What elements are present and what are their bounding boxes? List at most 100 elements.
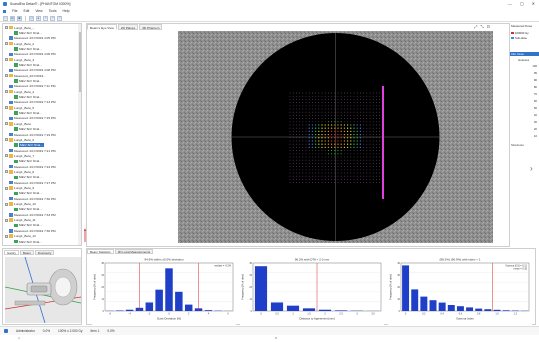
menu-view[interactable]: View: [35, 9, 43, 13]
menu-edit[interactable]: Edit: [23, 9, 30, 13]
tree-item-measurement[interactable]: Measured: 2/17/2019 7:24 PM: [5, 164, 56, 169]
measurement-tree[interactable]: − Lung1_Beta_... MEV 6kV 3Cal... Measured: …: [2, 23, 82, 246]
tree-item-folder[interactable]: − Lung1_Beta: [5, 121, 31, 126]
tab-3d-phantom[interactable]: 3D Phantom: [139, 24, 163, 30]
tree-item-folder[interactable]: − Lung1_Beta_11: [5, 218, 36, 223]
tab-3d-local-measurements[interactable]: 3D Local Measurements: [114, 249, 154, 254]
tab-gantry[interactable]: Gantry: [4, 250, 20, 255]
tree-item-folder[interactable]: − Lung1_Beta_5: [5, 105, 34, 110]
tree-item-measurement[interactable]: Measured: 2/17/2019 4:06 PM: [5, 52, 56, 57]
tree-item-folder[interactable]: − Lung1_Beta_...: [5, 25, 35, 30]
tree-item-result[interactable]: MEV 6kV 3Cal...: [10, 175, 42, 180]
tab-beam-statistics[interactable]: Beam Statistics: [87, 249, 114, 254]
tree-item-result[interactable]: MEV 6kV 3Cal...: [10, 239, 42, 244]
tree-item-result[interactable]: MEV 6kV 3Cal...: [10, 223, 42, 228]
expand-toggle-icon[interactable]: −: [5, 42, 8, 46]
tab-2d-planes[interactable]: 2D Planes: [117, 24, 139, 30]
tree-item-measurement[interactable]: Measured: 2/17/2019 7:36 PM: [5, 228, 56, 233]
tree-item-folder[interactable]: − Lung1_Beta_4: [5, 89, 34, 94]
expand-toggle-icon[interactable]: −: [5, 106, 8, 110]
expand-toggle-icon[interactable]: −: [5, 154, 8, 158]
tree-item-measurement[interactable]: Measured: 2/17/2019 7:15 PM: [5, 116, 56, 121]
link-icon[interactable]: ↗: [50, 15, 55, 21]
tree-scrollbar-thumb[interactable]: [78, 32, 81, 92]
expand-toggle-icon[interactable]: −: [5, 26, 8, 29]
tab-beam[interactable]: Beam: [20, 250, 34, 255]
tree-item-result[interactable]: MEV 6kV 3Cal...: [10, 143, 44, 148]
export-icon[interactable]: ↗: [43, 15, 48, 21]
maximize-button[interactable]: ▢: [519, 1, 524, 6]
tab-dosimetry[interactable]: Dosimetry: [34, 250, 55, 255]
tree-item-result[interactable]: MEV 6kV 3Cal...: [10, 95, 42, 100]
menu-file[interactable]: File: [12, 9, 18, 13]
tree-item-folder[interactable]: − Lung1_Beta_8: [5, 169, 34, 174]
expand-toggle-icon[interactable]: −: [5, 138, 8, 142]
tree-item-label: MEV 6kV 3Cal...: [19, 143, 44, 148]
expand-toggle-icon[interactable]: −: [5, 202, 8, 206]
legend-item[interactable]: Sub-dose: [511, 36, 527, 40]
tree-scrollbar[interactable]: [78, 24, 81, 245]
expand-toggle-icon[interactable]: −: [5, 218, 8, 222]
menu-help[interactable]: Help: [62, 9, 70, 13]
tree-item-measurement[interactable]: Measured: 2/17/2019 7:13 PM: [5, 100, 56, 105]
close-button[interactable]: ✕: [531, 1, 535, 6]
tree-item-measurement[interactable]: Measured: 2/17/2019 7:30 PM: [5, 196, 56, 201]
tree-item-result[interactable]: MEV 6kV 3Cal...: [10, 127, 42, 132]
tree-item-folder[interactable]: − Lung1_Beta_7: [5, 153, 34, 158]
expand-toggle-icon[interactable]: −: [5, 234, 8, 238]
tree-item-measurement[interactable]: Measured: 2/17/2019 4:05 PM: [5, 36, 56, 41]
minimize-button[interactable]: —: [507, 1, 512, 6]
tree-item-folder[interactable]: − Lung1_Beta_9: [5, 186, 34, 191]
expand-icon[interactable]: ⤢: [474, 24, 478, 29]
histogram-dta: 96.2% with DTA < 2.0 mm 0 0.5 1 1.5 2 2.5 3 3.5 0…: [240, 257, 384, 325]
chevron-right-icon[interactable]: ›: [530, 164, 533, 173]
tree-item-result[interactable]: MEV 6kV 3Cal...: [10, 159, 42, 164]
tree-item-measurement[interactable]: Measured: 2/17/2019 4:08 PM: [5, 68, 56, 73]
tree-item-folder[interactable]: − Lung1_Beta_3: [5, 57, 34, 62]
detector-point: [356, 124, 358, 126]
tree-item-result[interactable]: MEV 6kV 3Cal...: [10, 111, 42, 116]
tree-item-result[interactable]: MEV 6kV 3Cal...: [10, 191, 42, 196]
expand-toggle-icon[interactable]: −: [5, 122, 8, 126]
tree-item-measurement[interactable]: Measured: 2/17/2019 7:11 PM: [5, 84, 55, 89]
tree-item-result[interactable]: MEV 6kV 3Cal...: [10, 46, 42, 51]
open-icon[interactable]: ▤: [10, 15, 15, 21]
detector-point: [337, 146, 339, 149]
menu-tools[interactable]: Tools: [48, 9, 57, 13]
expand-toggle-icon[interactable]: −: [5, 58, 8, 62]
expand-toggle-icon[interactable]: −: [5, 90, 8, 94]
tree-item-measurement[interactable]: Measured: 2/17/2019 7:21 PM: [5, 148, 56, 153]
detector-image[interactable]: [178, 31, 493, 243]
app-menu-icon[interactable]: [3, 9, 6, 13]
tree-item-folder[interactable]: − Measured_2/17/2019...: [5, 73, 46, 78]
gantry-3d-view[interactable]: [5, 257, 81, 323]
help-icon[interactable]: ?: [57, 15, 62, 21]
detector-point: [296, 131, 297, 132]
expand-toggle-icon[interactable]: −: [5, 74, 8, 78]
tree-item-folder[interactable]: − Lung1_Beta_12: [5, 234, 36, 239]
tree-item-result[interactable]: MEV 6kV 3Cal...: [10, 207, 42, 212]
new-icon[interactable]: □: [3, 15, 8, 21]
tree-item-measurement[interactable]: Measured: 2/17/2019 7:33 PM: [5, 212, 56, 217]
expand-toggle-icon[interactable]: −: [5, 170, 8, 174]
detector-point: [318, 163, 320, 164]
expand-toggle-icon[interactable]: −: [5, 186, 8, 190]
tree-item-result[interactable]: MEV 6kV 3Cal...: [10, 79, 42, 84]
detector-point: [324, 153, 326, 155]
structures-label[interactable]: Structures: [511, 143, 524, 147]
tree-item-folder[interactable]: − Lung1_Beta_6: [5, 137, 34, 142]
tab-beams-eye-view[interactable]: Beam's Eye View: [87, 24, 117, 30]
tree-item-measurement[interactable]: Measured: 2/17/2019 7:19 PM: [5, 132, 56, 137]
tree-item-folder[interactable]: − Lung1_Beta_10: [5, 202, 36, 207]
measure-icon[interactable]: ◈: [36, 15, 41, 21]
tree-item-measurement[interactable]: Measured: 2/17/2019 7:27 PM: [5, 180, 56, 185]
save-icon[interactable]: ▣: [17, 15, 22, 21]
tree-item-folder[interactable]: − Lung1_Beta_2: [5, 41, 34, 46]
print-icon[interactable]: ⎙: [29, 15, 34, 21]
shrink-icon[interactable]: ⤡: [480, 24, 484, 29]
tree-item-result[interactable]: MEV 6kV 3Cal...: [10, 30, 42, 35]
tree-item-result[interactable]: MEV 6kV 3Cal...: [10, 62, 42, 67]
fit-icon[interactable]: ⊡: [486, 24, 490, 29]
legend-selected-item[interactable]: Abs. Dose: [510, 52, 539, 56]
legend-item[interactable]: 100000 Gy: [511, 31, 529, 35]
